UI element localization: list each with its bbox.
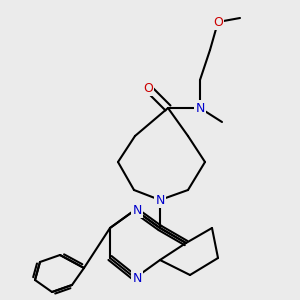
Text: O: O	[213, 16, 223, 28]
Text: N: N	[155, 194, 165, 206]
Text: O: O	[143, 82, 153, 94]
Text: N: N	[132, 203, 142, 217]
Text: N: N	[132, 272, 142, 284]
Text: N: N	[195, 101, 205, 115]
